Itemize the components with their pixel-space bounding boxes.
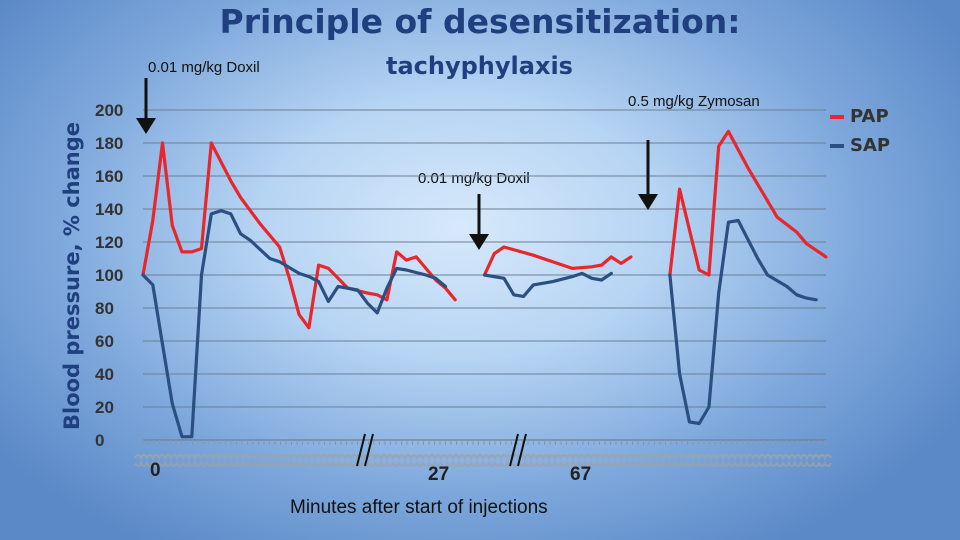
y-tick-label: 120 [95, 233, 123, 252]
x-tick-label-band [134, 460, 832, 468]
axis-break-mark [509, 433, 519, 467]
legend-item-sap: SAP [830, 135, 890, 156]
slide-title: Principle of desensitization: [219, 2, 741, 41]
series-line-sap [141, 209, 448, 439]
axis-break-mark [356, 433, 366, 467]
y-tick-label: 0 [95, 431, 104, 450]
legend-swatch-pap [830, 114, 844, 119]
y-tick-label: 20 [95, 398, 114, 417]
injection-arrow-doxil-first [136, 118, 156, 134]
series-line-sap [668, 218, 818, 426]
y-tick-label: 100 [95, 266, 123, 285]
y-tick-label: 200 [95, 101, 123, 120]
legend-label-sap: SAP [850, 135, 891, 156]
y-tick-label: 80 [95, 299, 114, 318]
series-line-pap [482, 245, 633, 277]
legend-item-pap: PAP [830, 106, 889, 127]
y-tick-label: 40 [95, 365, 114, 384]
x-tick-label: 67 [570, 464, 592, 485]
slide-subtitle: tachyphylaxis [386, 52, 573, 80]
axis-break-mark [517, 433, 527, 467]
y-tick-label: 180 [95, 134, 123, 153]
annotation-doxil-second: 0.01 mg/kg Doxil [418, 170, 530, 187]
legend-label-pap: PAP [850, 106, 889, 127]
x-tick-label-band [134, 453, 832, 461]
axis-break-mark [364, 433, 374, 467]
x-tick-label: 27 [428, 464, 450, 485]
series-line-pap [141, 141, 457, 330]
x-axis-label: Minutes after start of injections [290, 497, 548, 518]
injection-arrow-doxil-second [469, 234, 489, 250]
y-tick-label: 140 [95, 200, 123, 219]
annotation-zymosan: 0.5 mg/kg Zymosan [628, 93, 760, 110]
injection-arrow-zymosan [638, 194, 658, 210]
series-line-sap [482, 271, 613, 298]
y-tick-label: 160 [95, 167, 123, 186]
x-tick-label: 0 [150, 460, 161, 481]
y-tick-label: 60 [95, 332, 114, 351]
series-line-pap [668, 129, 828, 277]
legend-swatch-sap [830, 143, 844, 148]
annotation-doxil-first: 0.01 mg/kg Doxil [148, 59, 260, 76]
